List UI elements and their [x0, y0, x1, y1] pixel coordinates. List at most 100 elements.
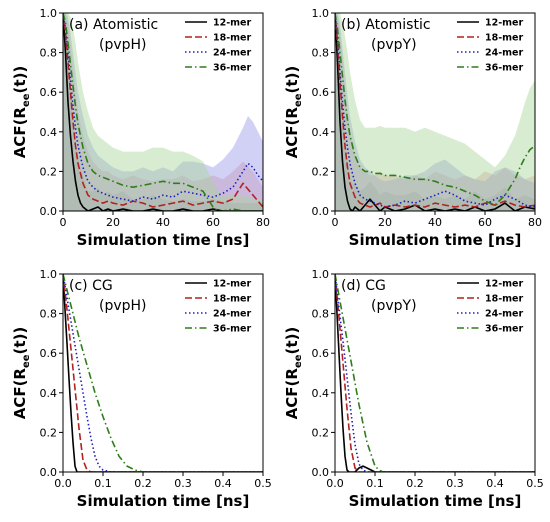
- x-tick-label: 0.1: [94, 477, 112, 490]
- y-axis-label: ACF(Ree(t)): [283, 66, 304, 159]
- legend-label-12-mer: 12-mer: [213, 279, 252, 290]
- legend-label-36-mer: 36-mer: [213, 63, 252, 74]
- axes-frame: [62, 273, 264, 473]
- x-tick-label: 20: [106, 216, 120, 229]
- panel-2: 0.0 0.1 0.2 0.3 0.4 0.5 0.0 0.2 0.4 0.6 0.8 1.0 Simu…: [11, 268, 272, 510]
- y-tick-label: 0.2: [312, 426, 330, 439]
- x-tick-label: 80: [528, 216, 542, 229]
- x-axis-label: Simulation time [ns]: [349, 492, 522, 510]
- series-line-36-mer: [335, 274, 535, 472]
- band-18-mer: [63, 13, 263, 211]
- x-tick-label: 60: [478, 216, 492, 229]
- series-line-24-mer: [63, 274, 263, 472]
- x-axis-label: Simulation time [ns]: [77, 231, 250, 249]
- x-tick-label: 80: [256, 216, 270, 229]
- series-line-36-mer: [63, 13, 263, 211]
- band-12-mer: [335, 13, 535, 211]
- legend-label-18-mer: 18-mer: [213, 33, 252, 44]
- panel-subtitle: (pvpH): [99, 298, 147, 314]
- legend-label-36-mer: 36-mer: [485, 324, 524, 335]
- legend-label-24-mer: 24-mer: [213, 48, 252, 59]
- panel-title: (d) CG: [341, 278, 386, 294]
- x-tick-label: 0.4: [486, 477, 504, 490]
- y-tick-label: 1.0: [40, 7, 58, 20]
- series-line-24-mer: [335, 13, 535, 208]
- y-axis-label: ACF(Ree(t)): [11, 327, 32, 420]
- plot-area: [63, 274, 263, 472]
- band-36-mer: [63, 13, 263, 211]
- y-tick-label: 1.0: [312, 268, 330, 281]
- y-tick-label: 0.4: [40, 126, 58, 139]
- plot-area: [63, 13, 263, 211]
- y-tick-label: 0.6: [40, 347, 58, 360]
- y-tick-label: 0.4: [312, 387, 330, 400]
- plot-area: [335, 13, 535, 211]
- y-axis-label: ACF(Ree(t)): [11, 66, 32, 159]
- x-tick-label: 0.3: [174, 477, 192, 490]
- y-tick-label: 0.4: [40, 387, 58, 400]
- panel-title: (b) Atomistic: [341, 17, 431, 33]
- x-tick-label: 40: [156, 216, 170, 229]
- y-tick-label: 1.0: [312, 7, 330, 20]
- legend-label-12-mer: 12-mer: [485, 18, 524, 29]
- y-tick-label: 0.8: [40, 47, 58, 60]
- legend-label-18-mer: 18-mer: [485, 33, 524, 44]
- x-tick-label: 0: [332, 216, 339, 229]
- band-24-mer: [63, 13, 263, 211]
- y-tick-label: 0.2: [312, 165, 330, 178]
- x-tick-label: 20: [378, 216, 392, 229]
- series-line-18-mer: [63, 274, 263, 472]
- legend-label-24-mer: 24-mer: [213, 309, 252, 320]
- y-tick-label: 0.8: [312, 47, 330, 60]
- y-tick-label: 0.6: [312, 86, 330, 99]
- series-line-12-mer: [335, 274, 535, 472]
- y-tick-label: 0.6: [40, 86, 58, 99]
- series-line-12-mer: [63, 274, 263, 472]
- panel-title: (c) CG: [69, 278, 113, 294]
- y-tick-label: 0.2: [40, 165, 58, 178]
- x-tick-label: 0.0: [326, 477, 344, 490]
- panel-subtitle: (pvpY): [371, 37, 417, 53]
- series-line-12-mer: [63, 13, 263, 211]
- x-tick-label: 40: [428, 216, 442, 229]
- band-24-mer: [335, 13, 535, 211]
- y-tick-label: 0.6: [312, 347, 330, 360]
- x-tick-label: 0: [60, 216, 67, 229]
- legend-label-36-mer: 36-mer: [485, 63, 524, 74]
- panel-subtitle: (pvpH): [99, 37, 147, 53]
- y-tick-label: 0.2: [40, 426, 58, 439]
- band-18-mer: [335, 13, 535, 211]
- x-tick-label: 0.2: [134, 477, 152, 490]
- legend-label-24-mer: 24-mer: [485, 48, 524, 59]
- x-tick-label: 60: [206, 216, 220, 229]
- y-tick-label: 0.0: [40, 466, 58, 479]
- band-12-mer: [63, 13, 263, 211]
- x-tick-label: 0.5: [526, 477, 544, 490]
- y-tick-label: 1.0: [40, 268, 58, 281]
- x-tick-label: 0.2: [406, 477, 424, 490]
- legend-label-36-mer: 36-mer: [213, 324, 252, 335]
- legend-label-24-mer: 24-mer: [485, 309, 524, 320]
- series-line-18-mer: [335, 274, 535, 472]
- y-axis-label: ACF(Ree(t)): [283, 327, 304, 420]
- y-tick-label: 0.8: [40, 308, 58, 321]
- panel-1: 0 20 40 60 80 0.0 0.2 0.4 0.6 0.8 1.0 Simulation ti…: [283, 7, 542, 249]
- series-line-18-mer: [63, 13, 263, 208]
- axes-frame: [334, 273, 536, 473]
- band-36-mer: [335, 13, 535, 211]
- x-tick-label: 0.0: [54, 477, 72, 490]
- y-tick-label: 0.8: [312, 308, 330, 321]
- x-tick-label: 0.3: [446, 477, 464, 490]
- legend-label-12-mer: 12-mer: [213, 18, 252, 29]
- legend-label-12-mer: 12-mer: [485, 279, 524, 290]
- series-line-36-mer: [335, 13, 535, 206]
- panel-subtitle: (pvpY): [371, 298, 417, 314]
- series-line-18-mer: [335, 13, 535, 208]
- panel-3: 0.0 0.1 0.2 0.3 0.4 0.5 0.0 0.2 0.4 0.6 0.8 1.0 Simu…: [283, 268, 544, 510]
- legend-label-18-mer: 18-mer: [485, 294, 524, 305]
- x-tick-label: 0.4: [214, 477, 232, 490]
- y-tick-label: 0.4: [312, 126, 330, 139]
- panel-title: (a) Atomistic: [69, 17, 158, 33]
- panel-0: 0 20 40 60 80 0.0 0.2 0.4 0.6 0.8 1.0 Simulation ti…: [11, 7, 270, 249]
- y-tick-label: 0.0: [40, 205, 58, 218]
